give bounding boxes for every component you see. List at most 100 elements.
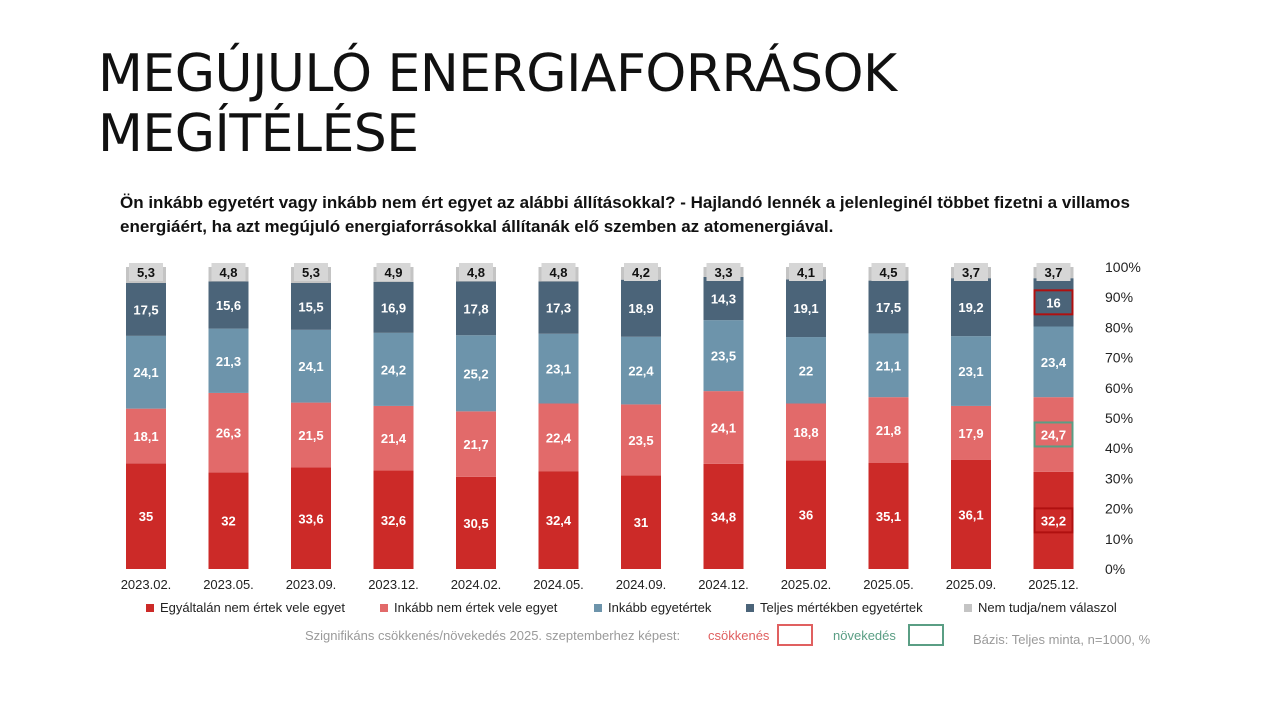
data-label: 21,1 <box>876 358 901 373</box>
stacked-bar-chart: 0% 10% 20% 30% 40% 50% 60% 70% 80% 90% 100% 35 18,1 2… <box>121 259 1141 592</box>
bar-segment <box>1033 471 1074 569</box>
bar-segment <box>538 333 579 404</box>
data-label: 4,9 <box>384 265 402 280</box>
x-tick-label: 2025.09. <box>946 577 997 592</box>
bar-segment <box>786 337 826 404</box>
bar-segment <box>373 281 414 333</box>
bar-segment <box>703 276 744 321</box>
data-label-bg <box>789 263 823 281</box>
legend-swatch <box>594 603 602 612</box>
y-tick-label: 70% <box>1105 350 1133 366</box>
data-label: 21,5 <box>298 428 323 443</box>
data-label: 32,4 <box>546 513 572 528</box>
bar-segment <box>373 405 414 471</box>
bar-segment <box>373 332 414 406</box>
data-label: 35,1 <box>876 509 901 524</box>
legend-swatch <box>380 603 388 612</box>
data-label: 32 <box>221 514 235 529</box>
slide-title-line-2: MEGÍTÉLÉSE <box>98 104 419 164</box>
bar-segment <box>1033 326 1074 398</box>
bar-segment <box>703 391 744 464</box>
data-label-bg <box>541 263 576 281</box>
bar-segment <box>951 278 991 337</box>
decrease-highlight-box <box>1033 507 1074 534</box>
chart-footer: Szignifikáns csökkenés/növekedés 2025. s… <box>0 622 1280 652</box>
legend-swatch <box>964 603 972 612</box>
bar-segment <box>456 476 496 569</box>
bar-segment <box>291 283 331 330</box>
data-label: 21,7 <box>463 437 488 452</box>
data-label: 31 <box>634 515 648 530</box>
chart-legend: Egyáltalán nem értek vele egyet Inkább ne… <box>0 598 1280 618</box>
data-label: 3,7 <box>962 265 980 280</box>
x-tick-label: 2023.05. <box>203 577 254 592</box>
data-label: 24,7 <box>1041 427 1066 442</box>
x-tick-label: 2024.09. <box>616 577 667 592</box>
data-label: 24,1 <box>133 365 158 380</box>
increase-label: növekedés <box>833 628 896 643</box>
bar-segment <box>621 279 661 337</box>
data-label: 17,5 <box>876 300 901 315</box>
bar-segment <box>868 280 909 334</box>
bar-segment <box>291 402 331 468</box>
bar-segment <box>621 404 661 476</box>
bar-segment <box>951 336 991 406</box>
data-label: 4,8 <box>549 265 567 280</box>
data-label: 21,4 <box>381 431 407 446</box>
data-label-bg <box>706 263 741 281</box>
legend-label: Egyáltalán nem értek vele egyet <box>160 600 345 615</box>
y-tick-label: 60% <box>1105 380 1133 396</box>
legend-label: Inkább egyetértek <box>608 600 712 615</box>
x-tick-label: 2023.12. <box>368 577 419 592</box>
data-label-bg <box>211 263 246 281</box>
data-label-bg <box>376 263 411 281</box>
data-label: 24,1 <box>298 359 323 374</box>
x-tick-label: 2025.05. <box>863 577 914 592</box>
x-tick-label: 2023.09. <box>286 577 337 592</box>
legend-item: Nem tudja/nem válaszol <box>964 598 1117 618</box>
data-label: 3,7 <box>1044 265 1062 280</box>
bar-segment <box>621 336 661 405</box>
significance-note: Szignifikáns csökkenés/növekedés 2025. s… <box>305 628 681 643</box>
data-label: 25,2 <box>463 366 488 381</box>
data-label: 4,1 <box>797 265 815 280</box>
data-label: 36 <box>799 508 813 523</box>
data-label-bg <box>1036 263 1071 281</box>
legend-swatch <box>746 603 754 612</box>
data-label: 17,5 <box>133 302 158 317</box>
legend-item: Inkább egyetértek <box>594 598 711 618</box>
data-label: 22,4 <box>628 364 654 379</box>
data-label: 34,8 <box>711 509 736 524</box>
decrease-highlight-box <box>1033 289 1074 316</box>
data-label: 35 <box>139 509 153 524</box>
data-label: 30,5 <box>463 516 488 531</box>
bar-segment <box>208 281 249 329</box>
data-label: 23,5 <box>628 433 653 448</box>
bar-segment <box>208 392 249 473</box>
x-tick-label: 2023.02. <box>121 577 172 592</box>
data-label: 24,1 <box>711 421 736 436</box>
data-label: 17,9 <box>958 426 983 441</box>
y-tick-label: 50% <box>1105 410 1133 426</box>
data-label-bg <box>129 263 163 281</box>
data-label: 21,8 <box>876 423 901 438</box>
y-tick-label: 0% <box>1105 561 1125 577</box>
bar-segment <box>786 460 826 569</box>
bar-segment <box>538 471 579 569</box>
bar-segment <box>126 335 166 409</box>
data-label: 18,8 <box>793 425 818 440</box>
data-label: 22,4 <box>546 430 572 445</box>
y-tick-label: 40% <box>1105 440 1133 456</box>
bar-segment <box>786 403 826 461</box>
bar-segment <box>456 411 496 477</box>
bar-segment <box>703 320 744 392</box>
x-tick-label: 2024.02. <box>451 577 502 592</box>
legend-item: Egyáltalán nem értek vele egyet <box>146 598 345 618</box>
bar-segment <box>868 462 909 569</box>
data-label: 23,4 <box>1041 355 1067 370</box>
bar-segment <box>291 329 331 403</box>
y-tick-label: 100% <box>1105 259 1141 275</box>
legend-label: Inkább nem értek vele egyet <box>394 600 558 615</box>
legend-label: Nem tudja/nem válaszol <box>978 600 1117 615</box>
slide-title: MEGÚJULÓ ENERGIAFORRÁSOK MEGÍTÉLÉSE <box>98 44 1098 164</box>
